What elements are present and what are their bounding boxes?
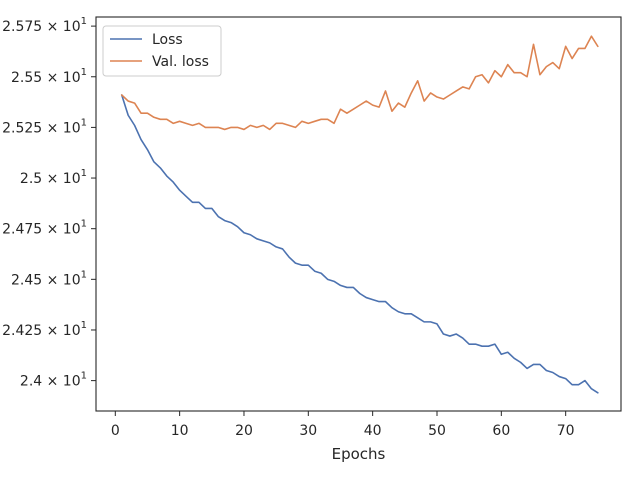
x-tick-label: 30 xyxy=(299,423,317,439)
series-layer xyxy=(120,35,599,394)
y-tick-label: 2.4 × 101 xyxy=(20,371,87,390)
series-line-val-loss xyxy=(120,35,599,131)
y-axis: 2.4 × 101 2.425 × 101 2.45 × 101 2.475 × 10… xyxy=(2,16,96,390)
legend: Loss Val. loss xyxy=(102,25,222,77)
x-tick-label: 40 xyxy=(364,423,382,439)
x-tick-label: 0 xyxy=(111,423,120,439)
y-tick-label: 2.575 × 101 xyxy=(2,16,87,35)
x-tick-label: 50 xyxy=(428,423,446,439)
x-tick-label: 10 xyxy=(171,423,189,439)
y-tick-label: 2.475 × 101 xyxy=(2,219,87,238)
y-tick-label: 2.425 × 101 xyxy=(2,320,87,339)
x-tick-label: 70 xyxy=(557,423,575,439)
legend-label-val-loss: Val. loss xyxy=(152,54,209,70)
plot-area xyxy=(96,17,621,411)
series-line-loss xyxy=(120,94,599,394)
legend-label-loss: Loss xyxy=(152,32,183,48)
y-tick-label: 2.45 × 101 xyxy=(11,269,87,288)
x-axis-label: Epochs xyxy=(332,445,386,463)
y-tick-label: 2.5 × 101 xyxy=(20,168,87,187)
y-tick-label: 2.55 × 101 xyxy=(11,67,87,86)
y-tick-label: 2.525 × 101 xyxy=(2,117,87,136)
plot-frame xyxy=(95,16,622,412)
x-axis: 0 10 20 30 40 50 60 70 xyxy=(111,411,575,439)
x-tick-label: 20 xyxy=(235,423,253,439)
x-tick-label: 60 xyxy=(492,423,510,439)
